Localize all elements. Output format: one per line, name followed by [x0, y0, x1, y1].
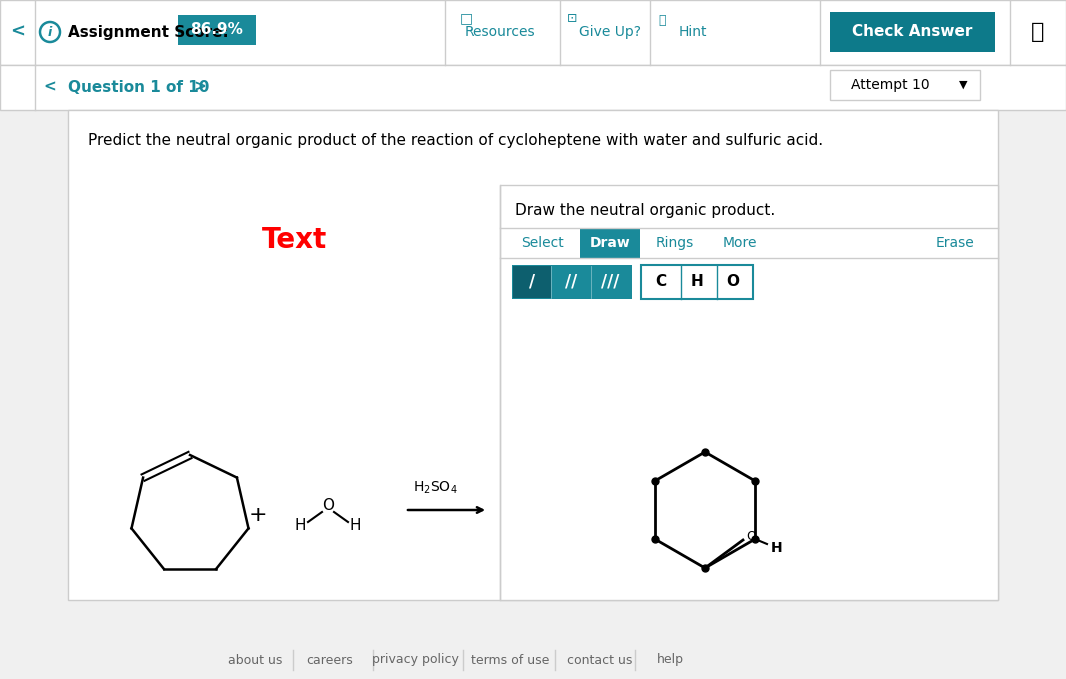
FancyBboxPatch shape: [513, 266, 551, 298]
Text: //: //: [565, 273, 577, 291]
Text: Erase: Erase: [936, 236, 974, 250]
Text: Assignment Score:: Assignment Score:: [68, 24, 229, 39]
Text: H: H: [294, 517, 306, 532]
Text: Select: Select: [521, 236, 564, 250]
FancyBboxPatch shape: [0, 0, 1066, 65]
Text: Resources: Resources: [465, 25, 535, 39]
Text: More: More: [723, 236, 757, 250]
FancyBboxPatch shape: [500, 185, 998, 600]
Text: 💡: 💡: [658, 14, 665, 26]
Text: Give Up?: Give Up?: [579, 25, 641, 39]
FancyBboxPatch shape: [580, 228, 640, 258]
Text: contact us: contact us: [567, 653, 633, 667]
Text: 86.9%: 86.9%: [191, 22, 243, 37]
Text: /: /: [529, 273, 535, 291]
Text: Draw: Draw: [589, 236, 630, 250]
FancyBboxPatch shape: [68, 110, 998, 600]
Text: terms of use: terms of use: [471, 653, 549, 667]
Text: Predict the neutral organic product of the reaction of cycloheptene with water a: Predict the neutral organic product of t…: [88, 132, 823, 147]
Text: H: H: [691, 274, 704, 289]
FancyBboxPatch shape: [178, 15, 256, 45]
Text: <: <: [11, 23, 26, 41]
Text: Draw the neutral organic product.: Draw the neutral organic product.: [515, 202, 775, 217]
Text: ⤢: ⤢: [1031, 22, 1045, 42]
Text: H: H: [350, 517, 360, 532]
FancyBboxPatch shape: [830, 70, 980, 100]
Text: Hint: Hint: [679, 25, 707, 39]
Text: O: O: [322, 498, 334, 513]
Text: +: +: [248, 505, 268, 525]
Text: i: i: [48, 26, 52, 39]
Text: O: O: [727, 274, 740, 289]
FancyBboxPatch shape: [512, 265, 632, 299]
Text: Check Answer: Check Answer: [852, 24, 972, 39]
Text: <: <: [44, 79, 56, 94]
FancyBboxPatch shape: [830, 12, 995, 52]
Text: privacy policy: privacy policy: [372, 653, 458, 667]
Text: about us: about us: [228, 653, 282, 667]
Text: O: O: [746, 530, 756, 543]
Text: help: help: [657, 653, 683, 667]
Text: ⊡: ⊡: [567, 12, 578, 24]
Text: careers: careers: [307, 653, 353, 667]
Text: Rings: Rings: [656, 236, 694, 250]
Text: >: >: [194, 79, 207, 94]
Text: H$_2$SO$_4$: H$_2$SO$_4$: [413, 480, 457, 496]
Text: ▼: ▼: [958, 80, 967, 90]
FancyBboxPatch shape: [0, 65, 1066, 110]
Text: □: □: [461, 11, 473, 25]
Text: C: C: [656, 274, 666, 289]
Text: Text: Text: [262, 226, 327, 254]
Text: Attempt 10: Attempt 10: [851, 78, 930, 92]
FancyBboxPatch shape: [641, 265, 753, 299]
Text: Question 1 of 10: Question 1 of 10: [68, 79, 209, 94]
Text: H: H: [771, 541, 782, 555]
Text: ///: ///: [601, 273, 619, 291]
